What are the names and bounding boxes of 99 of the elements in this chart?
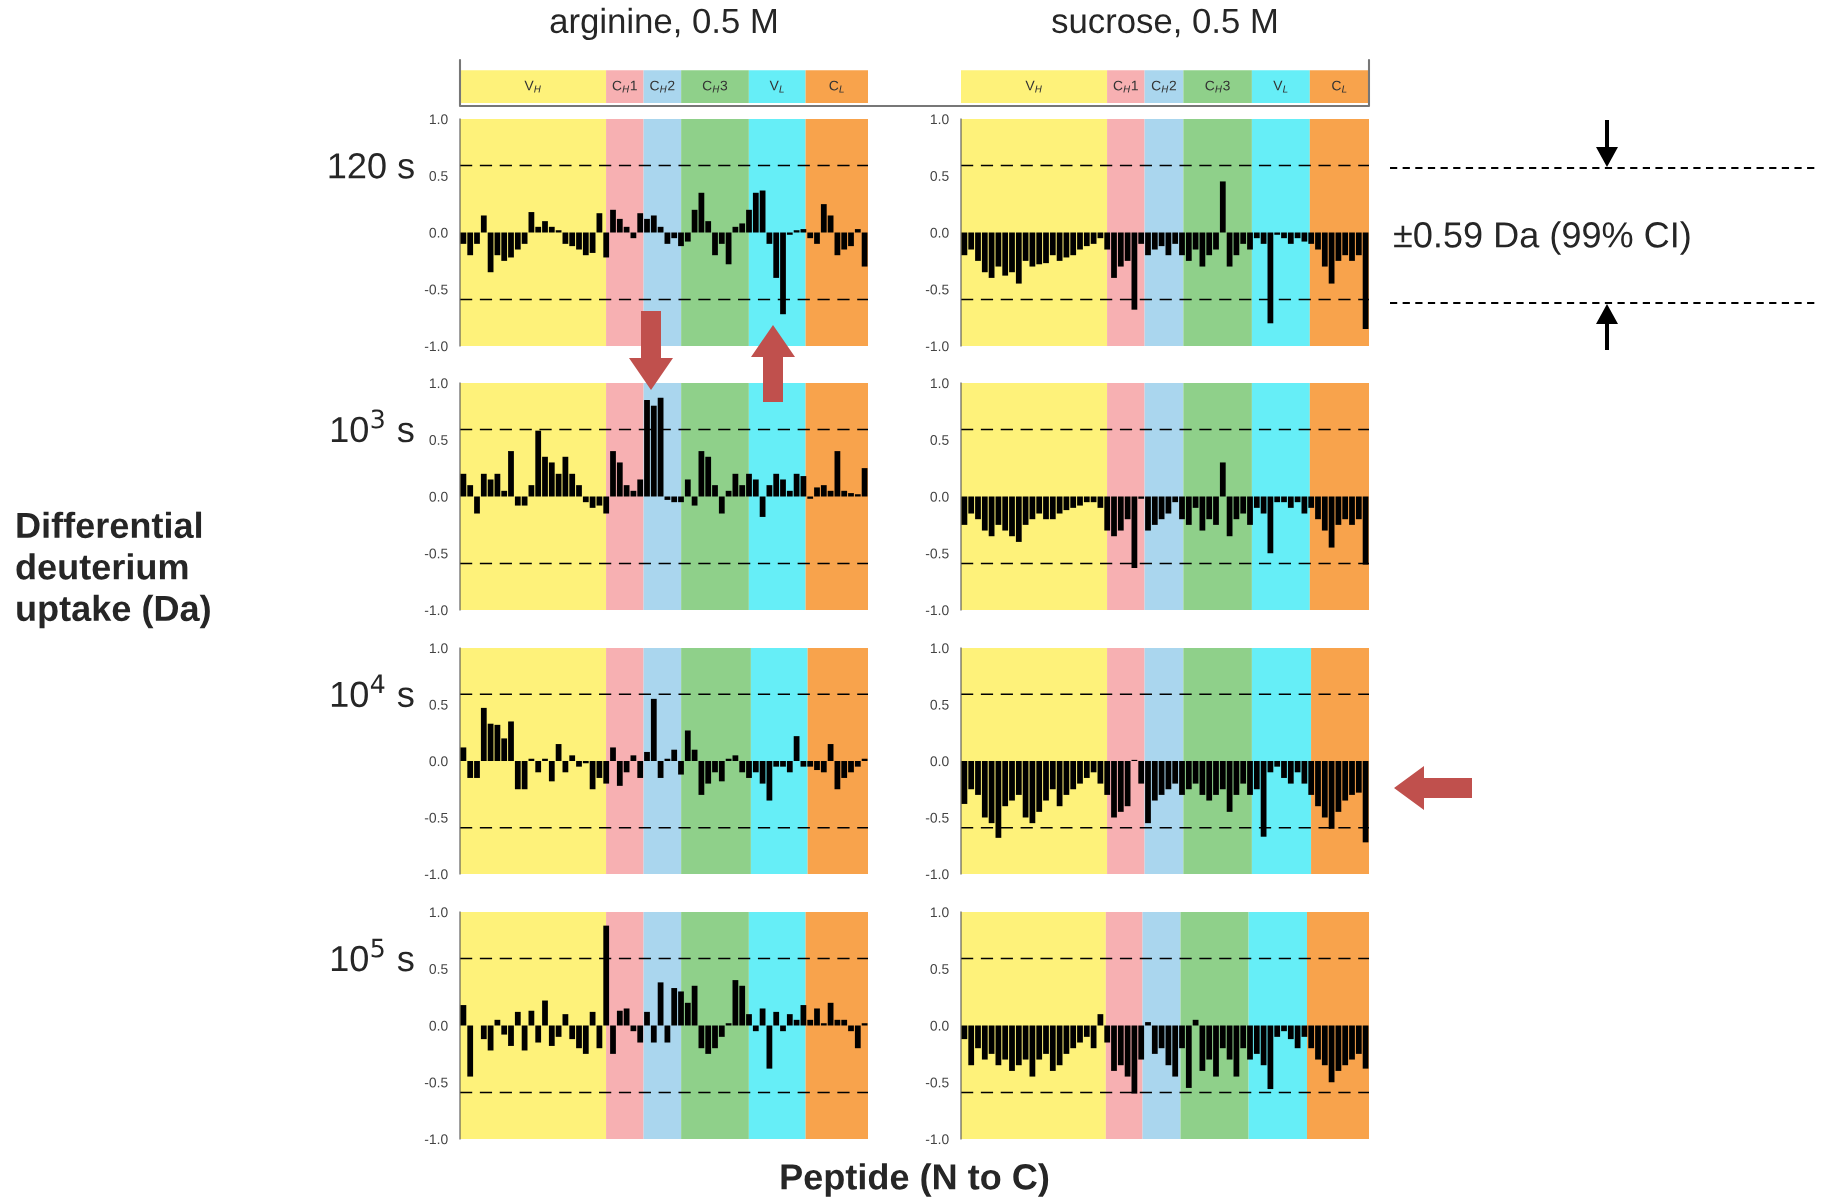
text: C$_{L}$: [829, 80, 844, 93]
text: V$_{L}$: [769, 80, 784, 93]
bar: [535, 761, 542, 773]
y-tick-label: 0.0: [429, 491, 448, 502]
bar: [793, 230, 800, 233]
bar: [854, 229, 861, 233]
bar: [548, 761, 555, 782]
bar: [678, 761, 684, 775]
chart-title: arginine, 0.5 M: [550, 7, 776, 41]
x-axis-title: Peptide (N to C): [781, 1163, 1049, 1197]
bar: [542, 758, 548, 761]
y-tick-label: 0.5: [930, 964, 949, 974]
y-tick-label: -1.0: [424, 341, 448, 352]
y-tick-label: -0.5: [424, 812, 448, 823]
bar: [480, 215, 487, 233]
y-tick-label: 0.5: [429, 171, 448, 181]
y-tick-label: 0.5: [429, 964, 448, 974]
y-tick-label: -0.5: [424, 548, 448, 559]
text: C$_{L}$: [1332, 80, 1347, 93]
text: C$_{H}$3: [1205, 80, 1230, 93]
bar: [800, 229, 807, 233]
bar: [773, 1011, 780, 1026]
y-tick-label: 0.0: [429, 227, 448, 238]
y-tick-label: 1.0: [930, 643, 949, 654]
y-tick-label: 1.0: [429, 643, 448, 654]
y-tick-label: -1.0: [424, 869, 448, 880]
y-tick-label: 1.0: [930, 378, 949, 389]
bar: [752, 1025, 759, 1032]
bar: [610, 1025, 616, 1054]
bar: [732, 755, 739, 761]
bar: [610, 747, 616, 761]
bar: [535, 1025, 542, 1043]
bar: [467, 1025, 474, 1077]
y-tick-label: -0.5: [925, 284, 949, 295]
bar: [644, 1011, 650, 1026]
y-tick-label: -1.0: [424, 1134, 448, 1145]
y-tick-label: -1.0: [925, 341, 949, 352]
bar: [542, 1000, 548, 1026]
bar: [807, 496, 814, 499]
text: V$_{H}$: [1025, 80, 1042, 93]
y-tick-label: 0.0: [930, 491, 949, 502]
y-tick-label: -1.0: [424, 605, 448, 616]
y-tick-label: 0.5: [930, 435, 949, 445]
bar: [514, 1011, 521, 1026]
bar: [630, 755, 637, 761]
y-tick-label: 0.0: [930, 756, 949, 767]
text: Differential deuterium uptake (Da): [16, 511, 210, 629]
bar: [759, 1008, 766, 1026]
y-tick-label: -1.0: [925, 1134, 949, 1145]
chart-title: sucrose, 0.5 M: [1052, 8, 1277, 38]
bar: [569, 755, 576, 761]
y-tick-label: 0.0: [429, 1020, 448, 1031]
bar: [1145, 1022, 1151, 1026]
bar: [1097, 1014, 1104, 1026]
y-axis-title: 10$^{4}$ s: [331, 674, 414, 708]
y-tick-label: -1.0: [925, 605, 949, 616]
text: V$_{H}$: [524, 80, 541, 93]
bar: [562, 1014, 569, 1026]
text: ±0.59 Da (99% CI): [1394, 221, 1690, 255]
y-tick-label: 0.0: [930, 227, 949, 238]
bar: [684, 479, 691, 497]
text: V$_{L}$: [1273, 80, 1288, 93]
bar: [725, 490, 732, 497]
bar: [494, 1019, 501, 1026]
bar: [725, 1023, 732, 1026]
bar: [861, 1023, 868, 1026]
y-tick-label: 0.0: [930, 1020, 949, 1031]
y-tick-label: 1.0: [429, 378, 448, 389]
y-axis-title: 10$^{5}$ s: [331, 938, 414, 972]
y-tick-label: 1.0: [429, 907, 448, 918]
text: C$_{H}$2: [650, 80, 675, 93]
y-tick-label: 0.5: [429, 435, 448, 445]
text: C$_{H}$1: [612, 80, 637, 93]
bar: [650, 1025, 657, 1043]
y-tick-label: -0.5: [925, 548, 949, 559]
bar: [718, 496, 725, 514]
y-axis-title: 120 s: [329, 153, 414, 179]
y-tick-label: -1.0: [925, 869, 949, 880]
bar: [474, 496, 480, 514]
y-tick-label: -0.5: [424, 284, 448, 295]
y-tick-label: 0.5: [930, 171, 949, 181]
y-tick-label: 0.5: [930, 699, 949, 710]
y-tick-label: -0.5: [424, 1077, 448, 1088]
y-tick-label: 0.0: [429, 756, 448, 767]
y-tick-label: 1.0: [429, 114, 448, 125]
y-tick-label: 1.0: [930, 114, 949, 125]
bar: [780, 1025, 786, 1032]
text: C$_{H}$2: [1151, 80, 1177, 93]
text: C$_{H}$3: [702, 80, 728, 93]
y-tick-label: 0.5: [429, 699, 448, 710]
bar: [1192, 1019, 1199, 1026]
y-tick-label: -0.5: [925, 1077, 949, 1088]
bar: [603, 232, 610, 258]
y-tick-label: 1.0: [930, 907, 949, 918]
y-axis-title: 10$^{3}$ s: [331, 409, 414, 443]
bar: [637, 761, 644, 778]
bar: [460, 747, 467, 761]
y-tick-label: -0.5: [925, 812, 949, 823]
text: C$_{H}$1: [1113, 80, 1138, 93]
